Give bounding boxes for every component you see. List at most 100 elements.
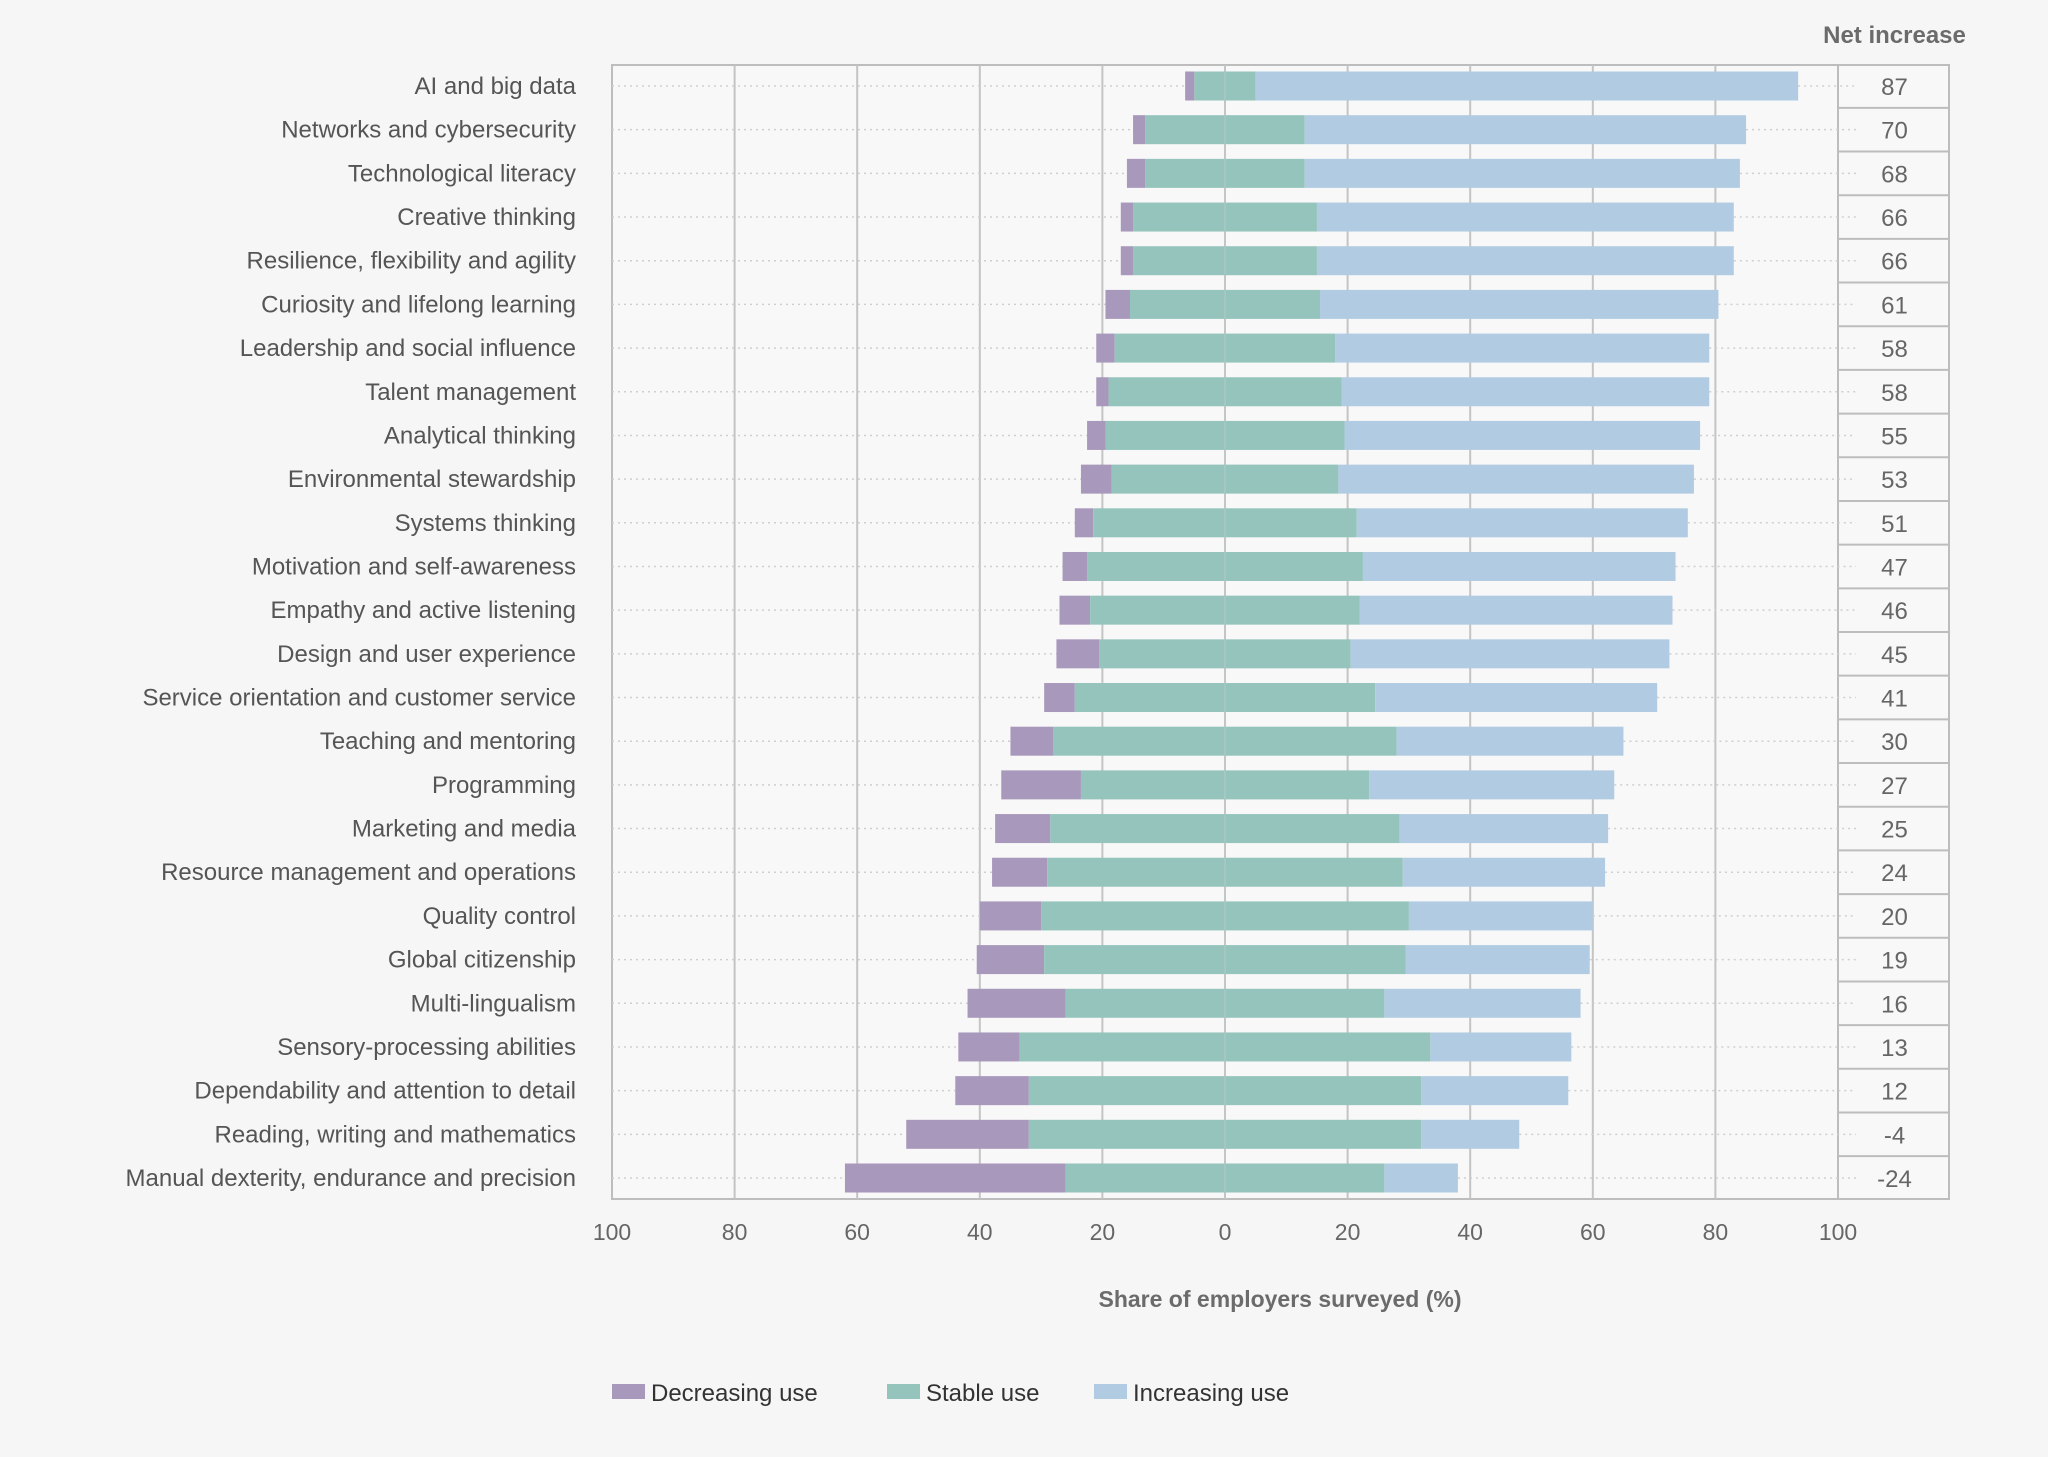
net-increase-value: 68: [1881, 161, 1908, 188]
category-label: Environmental stewardship: [288, 466, 576, 493]
bar-decreasing-use: [1059, 595, 1091, 625]
bar-increasing-use: [1408, 901, 1593, 931]
x-tick-label: 100: [1819, 1219, 1857, 1245]
bar-decreasing-use: [1087, 420, 1106, 450]
net-increase-value: 53: [1881, 467, 1908, 494]
category-label: Dependability and attention to detail: [194, 1078, 576, 1105]
net-increase-value: -4: [1884, 1122, 1905, 1149]
net-increase-value: 16: [1881, 991, 1908, 1018]
bar-increasing-use: [1421, 1076, 1569, 1106]
bar-increasing-use: [1362, 551, 1676, 581]
category-label: Networks and cybersecurity: [281, 117, 576, 144]
bar-decreasing-use: [906, 1119, 1029, 1149]
category-label: Multi-lingualism: [411, 990, 576, 1017]
category-label: Creative thinking: [397, 204, 576, 231]
category-label: Programming: [432, 772, 576, 799]
legend-label: Stable use: [926, 1380, 1039, 1407]
net-increase-value: 25: [1881, 817, 1908, 844]
category-label: Marketing and media: [352, 816, 577, 843]
net-increase-value: 70: [1881, 118, 1908, 145]
bar-decreasing-use: [1096, 333, 1115, 363]
bar-decreasing-use: [1062, 551, 1088, 581]
net-increase-value: 58: [1881, 336, 1908, 363]
bar-decreasing-use: [958, 1032, 1020, 1062]
category-label: Technological literacy: [348, 160, 576, 187]
bar-increasing-use: [1399, 814, 1609, 844]
category-label: AI and big data: [415, 73, 577, 100]
x-tick-label: 20: [1335, 1219, 1361, 1245]
net-increase-value: 61: [1881, 292, 1908, 319]
category-label: Quality control: [423, 903, 576, 930]
net-increase-value: 20: [1881, 904, 1908, 931]
bar-decreasing-use: [844, 1163, 1066, 1193]
x-tick-label: 60: [1580, 1219, 1606, 1245]
net-increase-value: 58: [1881, 380, 1908, 407]
net-increase-value: 66: [1881, 249, 1908, 276]
bar-decreasing-use: [1074, 508, 1094, 538]
bar-increasing-use: [1255, 71, 1799, 101]
bar-decreasing-use: [1105, 289, 1130, 319]
legend-swatch-0: [612, 1384, 645, 1399]
x-tick-label: 40: [967, 1219, 993, 1245]
legend-swatch-2: [1094, 1384, 1127, 1399]
bar-decreasing-use: [1133, 115, 1146, 145]
x-tick-label: 80: [1703, 1219, 1729, 1245]
net-increase-value: 55: [1881, 423, 1908, 450]
x-tick-label: 100: [593, 1219, 631, 1245]
bar-decreasing-use: [1120, 202, 1134, 232]
bar-increasing-use: [1384, 988, 1581, 1018]
bar-decreasing-use: [955, 1076, 1029, 1106]
x-tick-label: 0: [1219, 1219, 1232, 1245]
bar-increasing-use: [1421, 1119, 1520, 1149]
category-label: Manual dexterity, endurance and precisio…: [126, 1165, 577, 1192]
bar-increasing-use: [1359, 595, 1673, 625]
x-tick-label: 20: [1090, 1219, 1116, 1245]
bar-decreasing-use: [967, 988, 1066, 1018]
bar-increasing-use: [1304, 115, 1747, 145]
bar-decreasing-use: [1056, 639, 1100, 669]
bar-increasing-use: [1335, 333, 1710, 363]
bar-increasing-use: [1356, 508, 1688, 538]
bar-increasing-use: [1369, 770, 1615, 800]
bar-decreasing-use: [995, 814, 1051, 844]
net-increase-header: Net increase: [1823, 22, 1966, 49]
bar-decreasing-use: [1001, 770, 1081, 800]
bar-increasing-use: [1304, 158, 1740, 188]
category-label: Systems thinking: [395, 510, 576, 537]
bar-increasing-use: [1396, 726, 1624, 756]
bar-increasing-use: [1341, 377, 1710, 407]
x-tick-label: 40: [1457, 1219, 1483, 1245]
bar-decreasing-use: [1120, 246, 1134, 276]
net-increase-value: 51: [1881, 511, 1908, 538]
net-increase-value: 45: [1881, 642, 1908, 669]
bar-increasing-use: [1316, 202, 1734, 232]
category-label: Service orientation and customer service: [142, 685, 576, 712]
bar-decreasing-use: [1126, 158, 1146, 188]
legend-label: Increasing use: [1133, 1380, 1289, 1407]
category-label: Motivation and self-awareness: [252, 553, 576, 580]
net-increase-value: -24: [1877, 1166, 1912, 1193]
category-label: Empathy and active listening: [270, 597, 576, 624]
bar-increasing-use: [1350, 639, 1670, 669]
bar-decreasing-use: [976, 945, 1045, 975]
legend-swatch-1: [887, 1384, 920, 1399]
bar-increasing-use: [1405, 945, 1590, 975]
bar-increasing-use: [1402, 857, 1606, 887]
x-axis-title: Share of employers surveyed (%): [1098, 1286, 1461, 1312]
category-label: Leadership and social influence: [240, 335, 576, 362]
bar-decreasing-use: [1080, 464, 1112, 494]
bar-increasing-use: [1316, 246, 1734, 276]
bar-increasing-use: [1320, 289, 1719, 319]
x-tick-label: 60: [844, 1219, 870, 1245]
bar-decreasing-use: [1010, 726, 1054, 756]
category-label: Design and user experience: [277, 641, 576, 668]
x-tick-label: 80: [722, 1219, 748, 1245]
bar-decreasing-use: [1044, 683, 1075, 713]
net-increase-value: 12: [1881, 1079, 1908, 1106]
bar-increasing-use: [1430, 1032, 1572, 1062]
category-label: Resilience, flexibility and agility: [247, 248, 576, 275]
bar-increasing-use: [1384, 1163, 1458, 1193]
net-increase-value: 46: [1881, 598, 1908, 625]
net-increase-value: 24: [1881, 860, 1908, 887]
